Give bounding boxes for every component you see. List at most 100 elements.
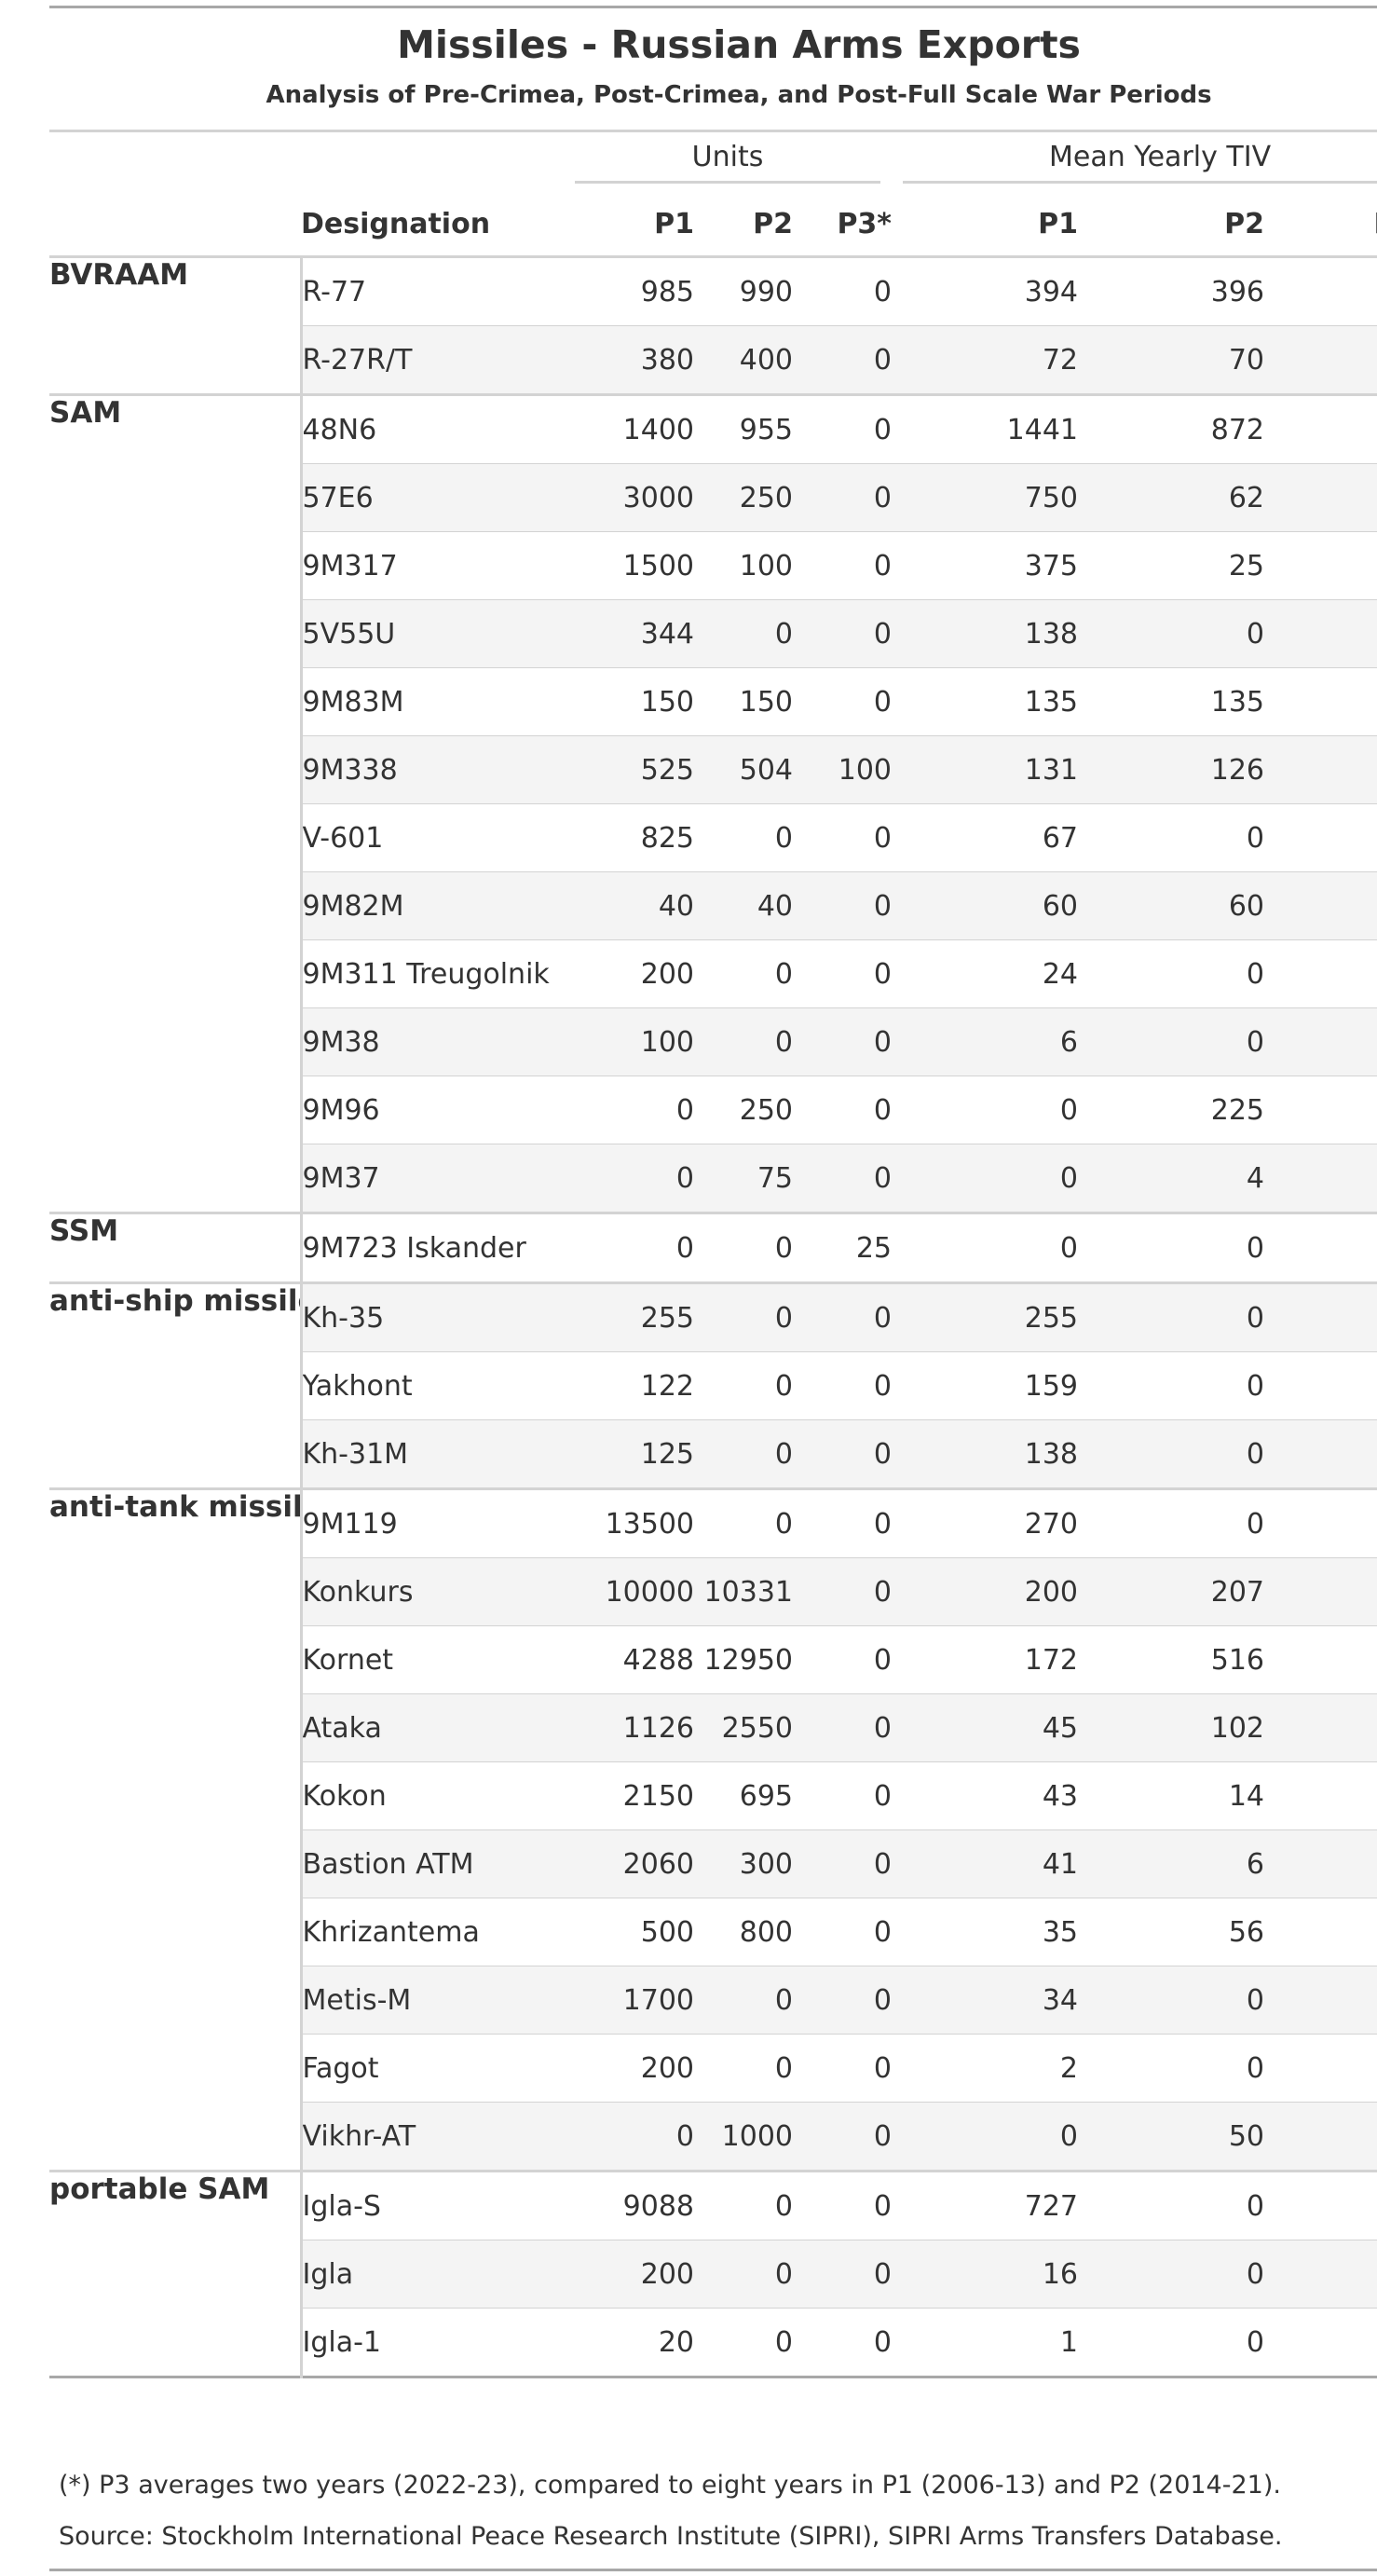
tiv-p1-cell: 0 (892, 2102, 1078, 2172)
column-header-group (49, 192, 301, 258)
table-row: anti-tank missile9M119135000027000 (49, 1487, 1377, 2172)
units-p2-cell: 400 (694, 325, 793, 395)
spanner-blank (49, 131, 301, 193)
units-p3-cell: 100 (793, 735, 892, 804)
tiv-p1-cell: 24 (892, 939, 1078, 1008)
designation-cell: R-27R/T (301, 325, 564, 395)
tiv-p1-cell: 270 (892, 1487, 1078, 1558)
tiv-p1-cell: 0 (892, 1076, 1078, 1144)
units-p1-cell: 500 (564, 1898, 694, 1966)
tiv-p2-cell: 0 (1078, 1966, 1264, 2035)
tiv-p2-cell: 4 (1078, 1144, 1264, 1213)
units-p2-cell: 1000 (694, 2102, 793, 2172)
tiv-p3-cell: 0 (1264, 1281, 1377, 1352)
table-row: 9M82M4040060600 (49, 871, 1377, 940)
table-row: Konkurs100001033102002070 (49, 1557, 1377, 1626)
designation-cell: 57E6 (301, 463, 564, 532)
units-p3-cell: 0 (793, 667, 892, 736)
tiv-p1-cell: 727 (892, 2170, 1078, 2240)
table-row: 9M311 Treugolnik200002400 (49, 939, 1377, 1008)
table-row: Bastion ATM206030004160 (49, 1829, 1377, 1898)
units-p2-cell: 0 (694, 1966, 793, 2035)
tiv-p3-cell: 0 (1264, 1829, 1377, 1898)
table-row: V-601825006700 (49, 803, 1377, 872)
tiv-p3-cell: 0 (1264, 1076, 1377, 1144)
table-row: Igla-12000100 (49, 2308, 1377, 2377)
spanner-tiv: Mean Yearly TIV (892, 131, 1377, 193)
table-row: 9M3385255041001311262 (49, 735, 1377, 804)
tiv-p1-cell: 200 (892, 1557, 1078, 1626)
tiv-p3-cell: 0 (1264, 463, 1377, 532)
units-p3-cell: 25 (793, 1212, 892, 1283)
designation-cell: 9M96 (301, 1076, 564, 1144)
units-p3-cell: 0 (793, 1076, 892, 1144)
tiv-p1-cell: 375 (892, 531, 1078, 600)
group-label: anti-tank missile (49, 1487, 303, 2172)
units-p1-cell: 0 (564, 1076, 694, 1144)
tiv-p1-cell: 60 (892, 871, 1078, 940)
tiv-p3-cell: 0 (1264, 1898, 1377, 1966)
units-p2-cell: 12950 (694, 1625, 793, 1694)
units-p2-cell: 10331 (694, 1557, 793, 1626)
units-p2-cell: 0 (694, 939, 793, 1008)
tiv-p2-cell: 0 (1078, 1007, 1264, 1076)
designation-cell: 9M83M (301, 667, 564, 736)
designation-cell: Vikhr-AT (301, 2102, 564, 2172)
tiv-p2-cell: 0 (1078, 2034, 1264, 2103)
tiv-p2-cell: 60 (1078, 871, 1264, 940)
units-p3-cell: 0 (793, 255, 892, 326)
units-p2-cell: 800 (694, 1898, 793, 1966)
tiv-p2-cell: 0 (1078, 1281, 1264, 1352)
tiv-p3-cell: 0 (1264, 2240, 1377, 2309)
units-p3-cell: 0 (793, 1557, 892, 1626)
units-p3-cell: 0 (793, 2308, 892, 2377)
column-header-designation: Designation (301, 192, 564, 258)
units-p1-cell: 985 (564, 255, 694, 326)
units-p1-cell: 525 (564, 735, 694, 804)
designation-cell: 9M82M (301, 871, 564, 940)
designation-cell: 48N6 (301, 393, 564, 464)
tiv-p2-cell: 62 (1078, 463, 1264, 532)
units-p2-cell: 0 (694, 1487, 793, 1558)
units-p3-cell: 0 (793, 1144, 892, 1213)
units-p1-cell: 10000 (564, 1557, 694, 1626)
units-p1-cell: 1400 (564, 393, 694, 464)
designation-cell: 5V55U (301, 599, 564, 668)
tiv-p1-cell: 72 (892, 325, 1078, 395)
tiv-p1-cell: 135 (892, 667, 1078, 736)
table-row: Kh-31M1250013800 (49, 1419, 1377, 1489)
footer-rule (49, 2569, 1377, 2571)
table-body: BVRAAMR-7798599003943960R-27R/T380400072… (49, 255, 1377, 2377)
tiv-p2-cell: 207 (1078, 1557, 1264, 1626)
tiv-p2-cell: 14 (1078, 1761, 1264, 1830)
units-p1-cell: 125 (564, 1419, 694, 1489)
units-p1-cell: 4288 (564, 1625, 694, 1694)
tiv-p3-cell: 0 (1264, 325, 1377, 395)
units-p1-cell: 2060 (564, 1829, 694, 1898)
tiv-p1-cell: 138 (892, 599, 1078, 668)
designation-cell: R-77 (301, 255, 564, 326)
tiv-p3-cell: 0 (1264, 393, 1377, 464)
units-p2-cell: 75 (694, 1144, 793, 1213)
units-p2-cell: 0 (694, 1281, 793, 1352)
units-p1-cell: 255 (564, 1281, 694, 1352)
units-p1-cell: 2150 (564, 1761, 694, 1830)
units-p1-cell: 0 (564, 2102, 694, 2172)
tiv-p2-cell: 102 (1078, 1693, 1264, 1762)
tiv-p1-cell: 394 (892, 255, 1078, 326)
units-p2-cell: 0 (694, 1419, 793, 1489)
tiv-p1-cell: 67 (892, 803, 1078, 872)
units-p3-cell: 0 (793, 939, 892, 1008)
table-row: 9M3810000600 (49, 1007, 1377, 1076)
tiv-p3-cell: 0 (1264, 1487, 1377, 1558)
tiv-p3-cell: 0 (1264, 1966, 1377, 2035)
units-p1-cell: 200 (564, 939, 694, 1008)
table-row: Vikhr-AT0100000500 (49, 2102, 1377, 2172)
tiv-p1-cell: 35 (892, 1898, 1078, 1966)
designation-cell: 9M317 (301, 531, 564, 600)
tiv-p2-cell: 126 (1078, 735, 1264, 804)
column-header-tiv-p1: P1 (892, 192, 1078, 258)
tiv-p1-cell: 0 (892, 1144, 1078, 1213)
